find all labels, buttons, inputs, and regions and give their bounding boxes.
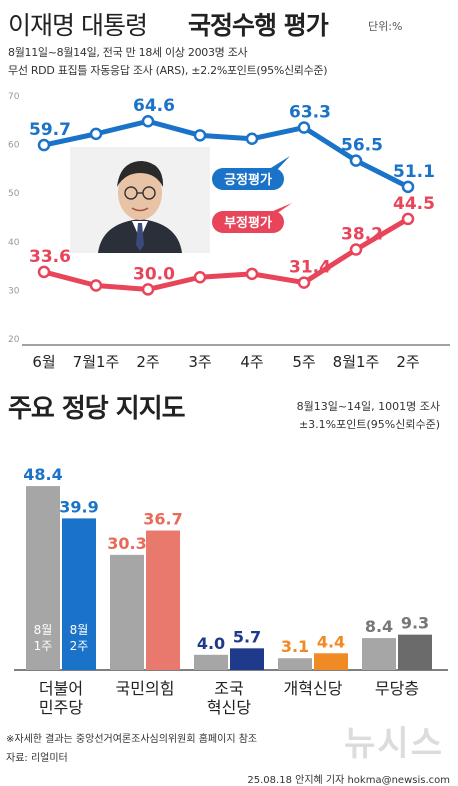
- watermark-logo: 뉴시스: [344, 724, 444, 764]
- bar: [230, 648, 264, 670]
- x-tick-label: 3주: [188, 353, 211, 371]
- y-tick-label: 30: [8, 286, 20, 296]
- data-label: 56.5: [341, 136, 383, 156]
- category-label: 무당층: [375, 679, 419, 698]
- series-label: 1주: [34, 639, 53, 653]
- legend-bubble: [212, 211, 284, 233]
- series-label: 8월: [70, 623, 89, 637]
- footnote: ※자세한 결과는 중앙선거여론조사심의위원회 홈페이지 참조: [6, 734, 258, 745]
- category-label: 개혁신당: [284, 679, 343, 698]
- x-tick-label: 2주: [136, 353, 159, 371]
- bar: [110, 554, 144, 670]
- credit-line: 25.08.18 안지혜 기자 hokma@newsis.com: [247, 775, 450, 786]
- bar: [278, 658, 312, 670]
- source-label: 자료: 리얼미터: [6, 753, 68, 764]
- data-point: [141, 114, 155, 128]
- legend-label: 부정평가: [224, 215, 272, 231]
- x-tick-label: 6월: [32, 353, 55, 371]
- data-label: 59.7: [29, 120, 71, 140]
- bar: [146, 530, 180, 670]
- chart-title: 이재명 대통령: [8, 11, 148, 40]
- series-line-positive: [43, 118, 410, 190]
- bar-value-label: 48.4: [23, 465, 62, 484]
- data-point: [297, 276, 311, 289]
- bar-value-label: 5.7: [233, 627, 261, 646]
- data-point: [297, 121, 311, 134]
- data-label: 31.4: [289, 258, 331, 278]
- unit-label: 단위:%: [368, 20, 403, 33]
- category-label: 더불어: [39, 679, 83, 698]
- data-point: [89, 279, 103, 292]
- data-point: [193, 129, 207, 142]
- data-point: [401, 180, 415, 194]
- y-tick-label: 20: [8, 335, 20, 345]
- data-label: 38.2: [341, 225, 383, 245]
- x-tick-label: 5주: [292, 353, 315, 371]
- category-label: 국민의힘: [116, 679, 175, 698]
- data-label: 33.6: [29, 247, 71, 267]
- approval-line-chart: 20 30 40 50 60 70 6월 7월1주 2주 3주 4주 5주 8월1주 2주 59.7 64.6…: [8, 92, 450, 371]
- data-label: 63.3: [289, 103, 331, 123]
- bar: [26, 486, 60, 670]
- data-point: [245, 267, 259, 281]
- series-line-negative: [43, 216, 410, 292]
- bar-value-label: 9.3: [401, 614, 429, 633]
- data-point: [141, 283, 155, 296]
- legend-bubble-tail: [266, 156, 290, 171]
- chart-title-bold: 국정수행 평가: [188, 11, 329, 40]
- section-title-party-support: 주요 정당 지지도: [8, 394, 186, 424]
- bar-value-label: 36.7: [143, 510, 182, 529]
- data-point: [37, 265, 51, 279]
- bar-value-label: 3.1: [281, 637, 309, 656]
- bar-value-label: 30.3: [107, 534, 146, 553]
- series-label: 2주: [70, 639, 89, 653]
- legend-bubble: [212, 168, 284, 190]
- party-survey-line1: 8월13일~14일, 1001명 조사: [296, 400, 440, 413]
- survey-info-line1: 8월11일~8월14일, 전국 만 18세 이상 2003명 조사: [8, 46, 248, 59]
- bar: [314, 653, 348, 670]
- bar: [362, 638, 396, 670]
- data-point: [349, 243, 363, 256]
- x-tick-label: 2주: [396, 353, 419, 371]
- y-tick-label: 70: [8, 92, 20, 102]
- portrait-illustration: [70, 147, 210, 253]
- x-tick-label: 7월1주: [73, 353, 120, 371]
- party-survey-line2: ±3.1%포인트(95%신뢰수준): [298, 418, 440, 431]
- data-label: 51.1: [393, 162, 435, 182]
- category-label: 민주당: [39, 698, 83, 717]
- data-point: [401, 212, 415, 226]
- data-point: [193, 271, 207, 284]
- bar-value-label: 8.4: [365, 617, 393, 636]
- data-label: 30.0: [133, 264, 175, 284]
- data-point: [349, 154, 363, 167]
- bar-value-label: 4.4: [317, 632, 345, 651]
- data-point: [37, 138, 51, 152]
- president-photo: [70, 147, 210, 253]
- bar: [62, 518, 96, 670]
- data-point: [245, 132, 259, 145]
- y-tick-label: 40: [8, 238, 20, 248]
- data-label: 64.6: [133, 96, 175, 116]
- bar-value-label: 39.9: [59, 497, 98, 516]
- category-label: 혁신당: [207, 698, 251, 717]
- y-tick-label: 50: [8, 189, 20, 199]
- data-label: 44.5: [393, 194, 435, 214]
- bar: [194, 654, 228, 670]
- legend-label: 긍정평가: [224, 172, 272, 188]
- data-point: [89, 127, 103, 141]
- bar-value-label: 4.0: [197, 634, 225, 653]
- series-label: 8월: [34, 623, 53, 637]
- category-label: 조국: [214, 679, 243, 698]
- bar: [398, 634, 432, 670]
- survey-info-line2: 무선 RDD 표집틀 자동응답 조사 (ARS), ±2.2%포인트(95%신뢰…: [8, 64, 328, 77]
- x-tick-label: 8월1주: [333, 353, 380, 371]
- y-tick-label: 60: [8, 141, 20, 151]
- x-tick-label: 4주: [240, 353, 263, 371]
- legend-bubble-tail: [266, 203, 292, 214]
